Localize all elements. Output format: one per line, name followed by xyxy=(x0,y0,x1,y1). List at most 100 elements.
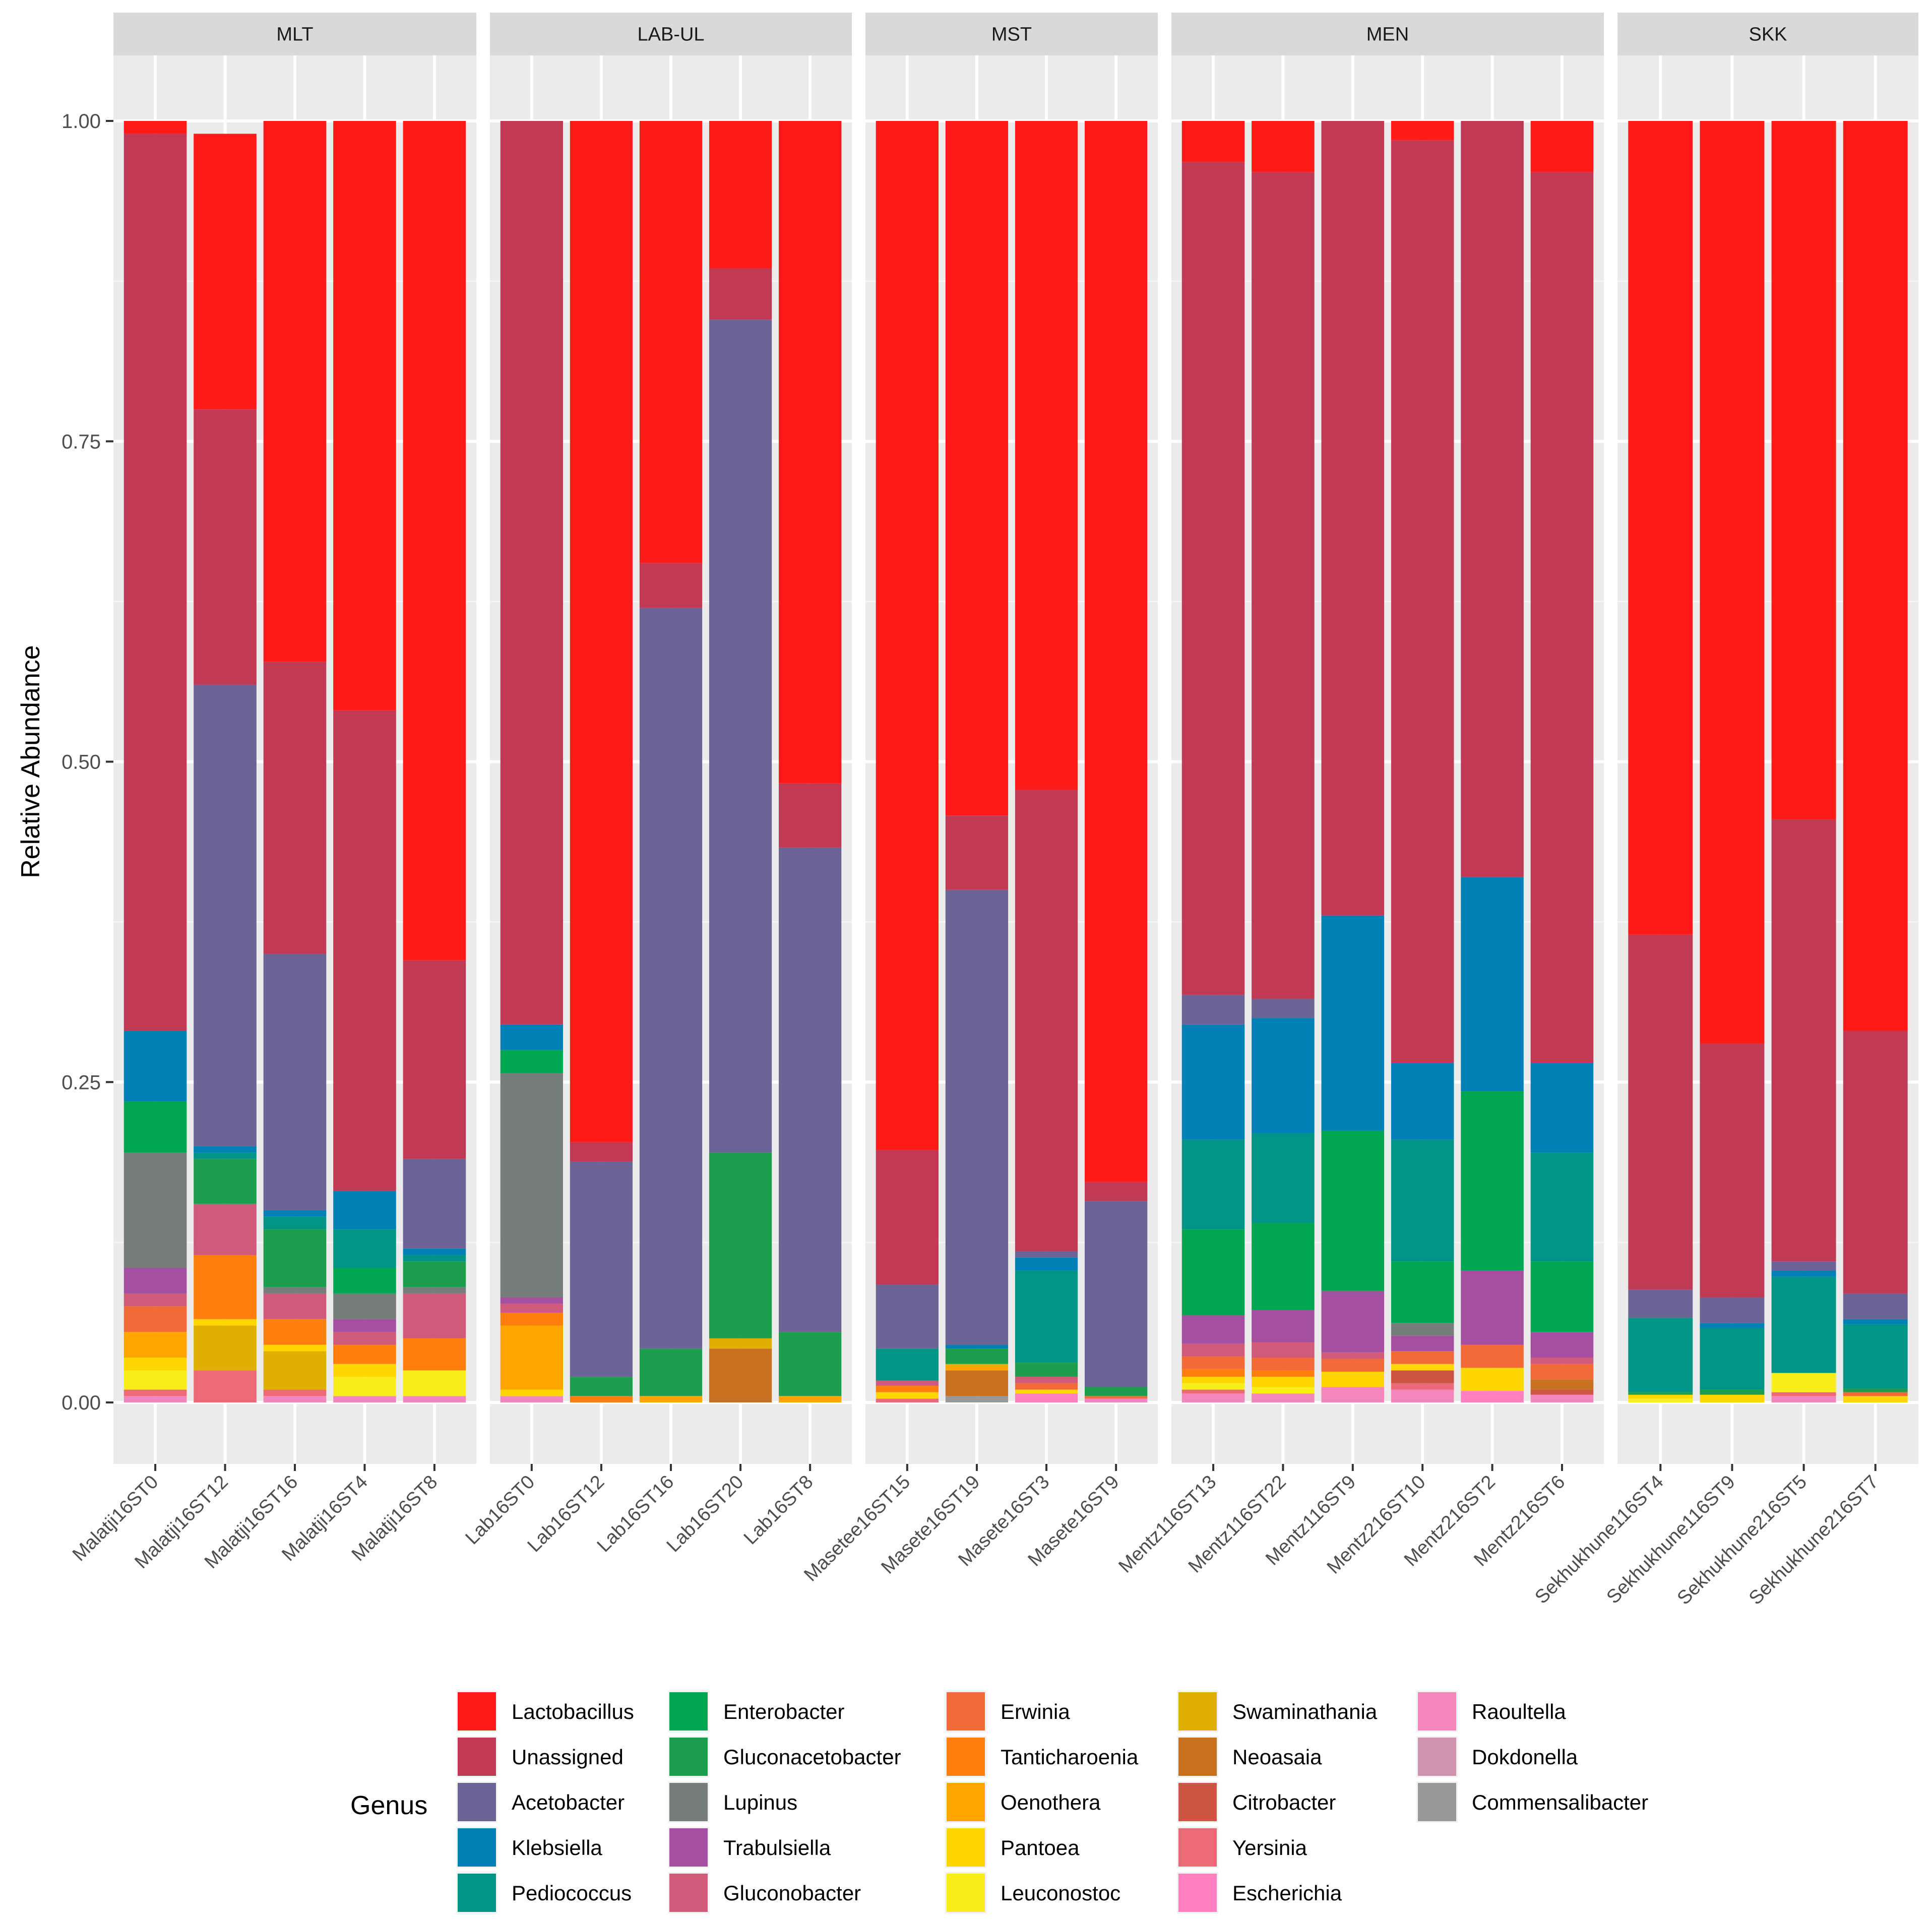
bar-segment-acetobacter xyxy=(876,1285,939,1349)
bar-segment-acetobacter xyxy=(639,608,703,1349)
bar-segment-erwinia xyxy=(1181,1356,1245,1369)
legend-swatch xyxy=(458,1874,496,1912)
bar-lab16st12 xyxy=(570,121,633,1402)
legend-item-escherichia: Escherichia xyxy=(1177,1872,1342,1913)
bar-sekhukhune216st7 xyxy=(1843,121,1908,1402)
facet-strip xyxy=(1171,13,1604,55)
legend-swatch xyxy=(669,1692,708,1731)
bar-segment-lactobacillus xyxy=(1252,121,1315,172)
bar-segment-klebsiella xyxy=(194,1146,257,1153)
bar-segment-erwinia xyxy=(123,1306,187,1332)
bar-segment-unassigned xyxy=(1321,121,1385,916)
bar-sekhukhune216st5 xyxy=(1771,121,1836,1402)
bar-segment-gluconacetobacter xyxy=(570,1377,633,1396)
bar-segment-gluconobacter xyxy=(1321,1352,1385,1359)
bar-segment-yersinia xyxy=(876,1398,939,1402)
bar-segment-lactobacillus xyxy=(333,121,396,711)
bar-segment-pantoea xyxy=(1843,1396,1908,1402)
bar-segment-yersinia xyxy=(263,1389,327,1396)
bar-segment-lupinus xyxy=(263,1287,327,1294)
legend-item-klebsiella: Klebsiella xyxy=(456,1827,602,1868)
bar-segment-lactobacillus xyxy=(1530,121,1594,172)
bar-segment-trabulsiella xyxy=(500,1297,563,1304)
bar-segment-acetobacter xyxy=(1181,995,1245,1024)
facet-mlt: MLTMalatji16ST0Malatji16ST12Malatji16ST1… xyxy=(69,13,476,1573)
bar-segment-lactobacillus xyxy=(194,134,257,410)
bar-segment-unassigned xyxy=(1843,1031,1908,1294)
legend-item-erwinia: Erwinia xyxy=(945,1691,1070,1732)
legend-swatch xyxy=(1418,1738,1456,1776)
bar-segment-gluconobacter xyxy=(123,1293,187,1307)
bar-segment-klebsiella xyxy=(500,1024,563,1050)
bar-segment-erwinia xyxy=(1530,1364,1594,1380)
bar-segment-trabulsiella xyxy=(1461,1270,1524,1345)
bar-segment-pediococcus xyxy=(1181,1139,1245,1230)
bar-segment-unassigned xyxy=(123,134,187,1031)
bar-segment-acetobacter xyxy=(1628,1290,1693,1318)
x-tick-label: Sekhukhune216ST7 xyxy=(1745,1471,1883,1609)
legend-item-gluconacetobacter: Gluconacetobacter xyxy=(668,1736,901,1777)
y-tick-label: 1.00 xyxy=(61,110,101,133)
bar-segment-oenothera xyxy=(123,1332,187,1358)
facet-panels: MLTMalatji16ST0Malatji16ST12Malatji16ST1… xyxy=(69,13,1918,1609)
y-tick-label: 0.00 xyxy=(61,1392,101,1414)
legend-swatch xyxy=(458,1692,496,1731)
bar-segment-raoultella xyxy=(1181,1393,1245,1402)
bar-segment-unassigned xyxy=(1391,140,1454,1063)
legend-label: Yersinia xyxy=(1232,1836,1307,1860)
legend-swatch xyxy=(1178,1783,1217,1821)
bar-segment-lactobacillus xyxy=(403,121,466,960)
bar-segment-trabulsiella xyxy=(333,1319,396,1332)
bar-segment-raoultella xyxy=(1085,1398,1148,1402)
bar-segment-yersinia xyxy=(194,1370,257,1402)
bar-malatji16st0 xyxy=(123,121,187,1402)
legend-label: Neoasaia xyxy=(1232,1745,1322,1769)
bar-segment-raoultella xyxy=(1321,1387,1385,1402)
bar-segment-unassigned xyxy=(333,710,396,1191)
bar-segment-raoultella xyxy=(1771,1396,1836,1402)
bar-segment-gluconacetobacter xyxy=(1085,1387,1148,1396)
legend-item-oenothera: Oenothera xyxy=(945,1781,1101,1823)
bar-segment-yersinia xyxy=(123,1389,187,1396)
legend-swatch xyxy=(1418,1783,1456,1821)
bar-segment-pediococcus xyxy=(1530,1152,1594,1262)
bar-segment-lactobacillus xyxy=(945,121,1009,816)
bar-segment-erwinia xyxy=(1252,1357,1315,1371)
bar-segment-enterobacter xyxy=(1461,1091,1524,1271)
bar-segment-gluconacetobacter xyxy=(263,1229,327,1288)
bar-segment-klebsiella xyxy=(1391,1063,1454,1140)
legend-label: Gluconacetobacter xyxy=(723,1745,901,1769)
bar-segment-erwinia xyxy=(1015,1383,1078,1390)
legend-item-enterobacter: Enterobacter xyxy=(668,1691,844,1732)
legend-label: Erwinia xyxy=(1001,1700,1070,1723)
legend-label: Dokdonella xyxy=(1472,1745,1578,1769)
bar-segment-klebsiella xyxy=(1530,1063,1594,1153)
bar-segment-unassigned xyxy=(1771,819,1836,1262)
bar-segment-oenothera xyxy=(945,1364,1009,1371)
bar-segment-enterobacter xyxy=(1530,1261,1594,1332)
bar-segment-pediococcus xyxy=(1391,1139,1454,1262)
bar-segment-acetobacter xyxy=(1015,1251,1078,1258)
bar-segment-raoultella xyxy=(403,1396,466,1402)
legend-item-pantoea: Pantoea xyxy=(945,1827,1080,1868)
legend-swatch xyxy=(947,1738,985,1776)
bar-segment-lactobacillus xyxy=(1181,121,1245,162)
legend-label: Trabulsiella xyxy=(723,1836,831,1860)
bar-lab16st8 xyxy=(779,121,842,1402)
y-axis: 0.00 0.25 0.50 0.75 1.00 Relative Abundance xyxy=(16,110,113,1414)
facet-strip xyxy=(865,13,1158,55)
bar-segment-pantoea xyxy=(123,1357,187,1371)
legend-swatch xyxy=(947,1783,985,1821)
bar-segment-klebsiella xyxy=(263,1210,327,1217)
bar-segment-trabulsiella xyxy=(123,1267,187,1294)
bar-segment-oenothera xyxy=(779,1396,842,1402)
bar-malatji16st8 xyxy=(403,121,466,1402)
bar-segment-enterobacter xyxy=(1391,1261,1454,1323)
bar-segment-lactobacillus xyxy=(709,121,772,269)
bar-segment-unassigned xyxy=(194,409,257,685)
legend-swatch xyxy=(669,1828,708,1867)
bar-segment-klebsiella xyxy=(1771,1270,1836,1277)
legend-label: Escherichia xyxy=(1232,1881,1342,1905)
bar-segment-lupinus xyxy=(1391,1323,1454,1336)
